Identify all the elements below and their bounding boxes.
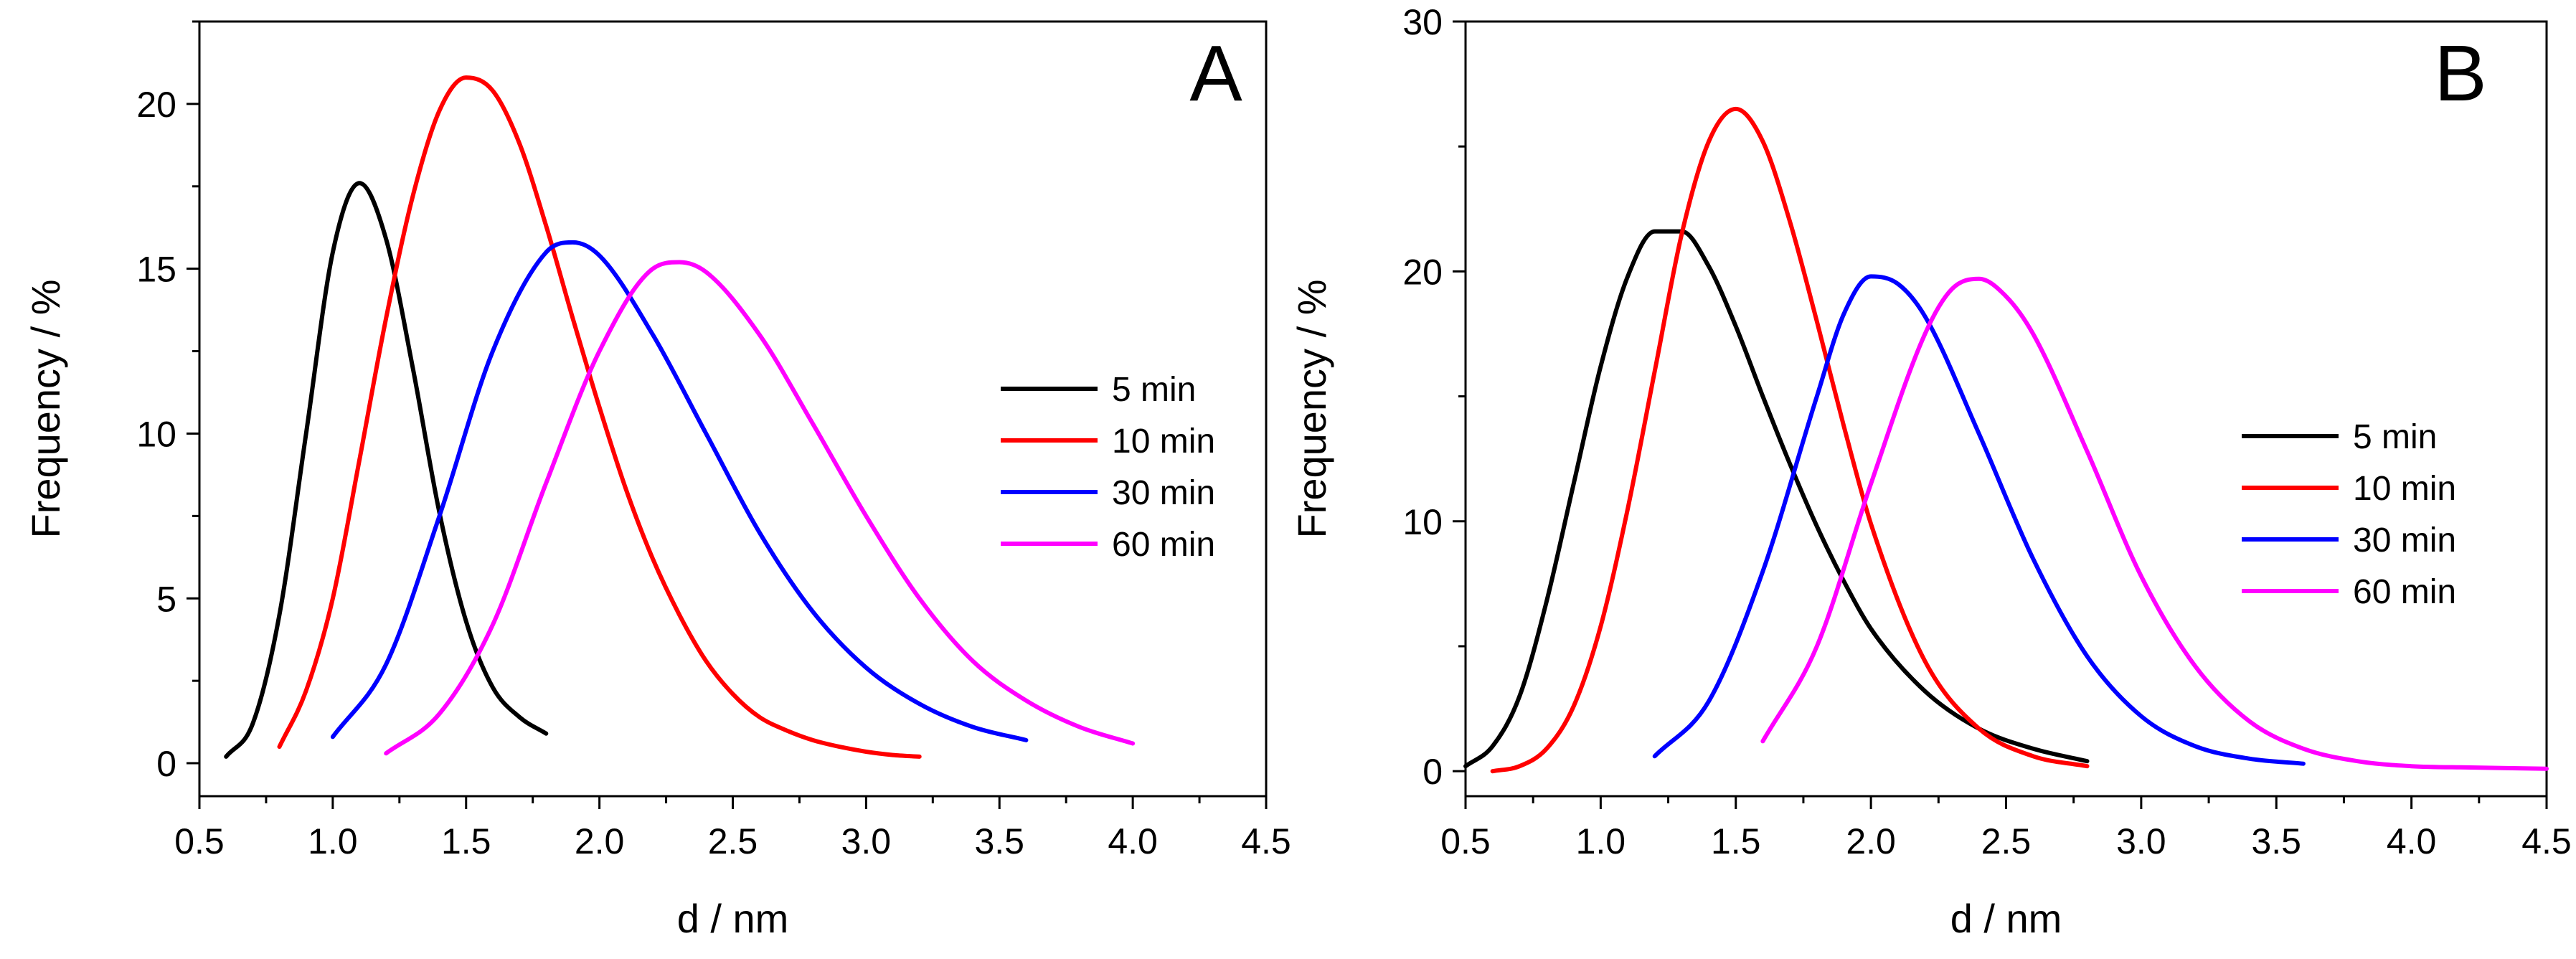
x-tick-label: 3.5	[974, 821, 1024, 861]
y-tick-label: 15	[136, 250, 176, 290]
legend-label: 10 min	[1112, 422, 1215, 460]
y-tick-label: 10	[1402, 502, 1443, 542]
legend: 5 min 10 min 30 min 60 min	[2242, 418, 2456, 611]
x-tick-label: 1.0	[308, 821, 358, 861]
y-tick-label: 30	[1402, 2, 1443, 42]
y-tick-label: 10	[136, 414, 176, 454]
y-tick-label: 20	[1402, 252, 1443, 292]
x-tick-label: 4.5	[2521, 821, 2572, 861]
legend-label: 60 min	[2353, 573, 2456, 611]
x-tick-label: 3.5	[2251, 821, 2301, 861]
x-axis-title: d / nm	[1950, 896, 2062, 941]
legend-label: 30 min	[1112, 474, 1215, 512]
series-line-30-min	[330, 240, 1029, 742]
legend-label: 5 min	[2353, 418, 2437, 456]
panel-label: B	[2434, 29, 2486, 118]
series-line-10-min	[277, 75, 922, 759]
legend-label: 60 min	[1112, 526, 1215, 564]
legend: 5 min 10 min 30 min 60 min	[1001, 371, 1215, 564]
plot-frame	[198, 20, 1268, 798]
y-axis-title: Frequency / %	[23, 279, 68, 538]
x-tick-label: 2.5	[1981, 821, 2032, 861]
x-tick-label: 2.0	[1846, 821, 1896, 861]
series-line-5-min	[224, 181, 549, 759]
x-tick-label: 3.0	[2116, 821, 2166, 861]
y-tick-label: 0	[1423, 752, 1443, 792]
y-tick-label: 0	[156, 744, 176, 784]
legend-label: 30 min	[2353, 521, 2456, 559]
panel-a: 0.5 1.0 1.5 2.0 2.5 3.0 3.5 4.0 4.5 0 5 10 15 20 d / n…	[23, 20, 1291, 941]
x-tick-label: 0.5	[1440, 821, 1491, 861]
y-axis-title: Frequency / %	[1289, 279, 1334, 538]
legend-label: 10 min	[2353, 470, 2456, 508]
x-tick-label: 3.0	[841, 821, 892, 861]
plot-frame	[1464, 20, 2548, 798]
series-line-30-min	[1652, 274, 2306, 766]
series-line-5-min	[1463, 229, 2090, 769]
x-tick-label: 2.0	[575, 821, 625, 861]
series-line-60-min	[384, 260, 1136, 756]
x-axis-title: d / nm	[677, 896, 789, 941]
x-tick-label: 1.0	[1576, 821, 1626, 861]
x-tick-label: 2.5	[708, 821, 758, 861]
x-tick-label: 4.0	[1108, 821, 1158, 861]
y-tick-label: 20	[136, 85, 176, 125]
x-tick-label: 1.5	[441, 821, 491, 861]
x-tick-label: 1.5	[1711, 821, 1761, 861]
x-tick-label: 4.0	[2387, 821, 2437, 861]
x-tick-label: 4.5	[1241, 821, 1291, 861]
y-tick-label: 5	[156, 579, 176, 619]
x-tick-label: 0.5	[174, 821, 225, 861]
series-line-10-min	[1490, 106, 2090, 774]
panel-label: A	[1189, 29, 1242, 118]
legend-label: 5 min	[1112, 371, 1196, 409]
panel-b: 0.5 1.0 1.5 2.0 2.5 3.0 3.5 4.0 4.5 0 10 20 30 d / nm…	[1289, 2, 2572, 941]
series-line-60-min	[1760, 276, 2549, 771]
